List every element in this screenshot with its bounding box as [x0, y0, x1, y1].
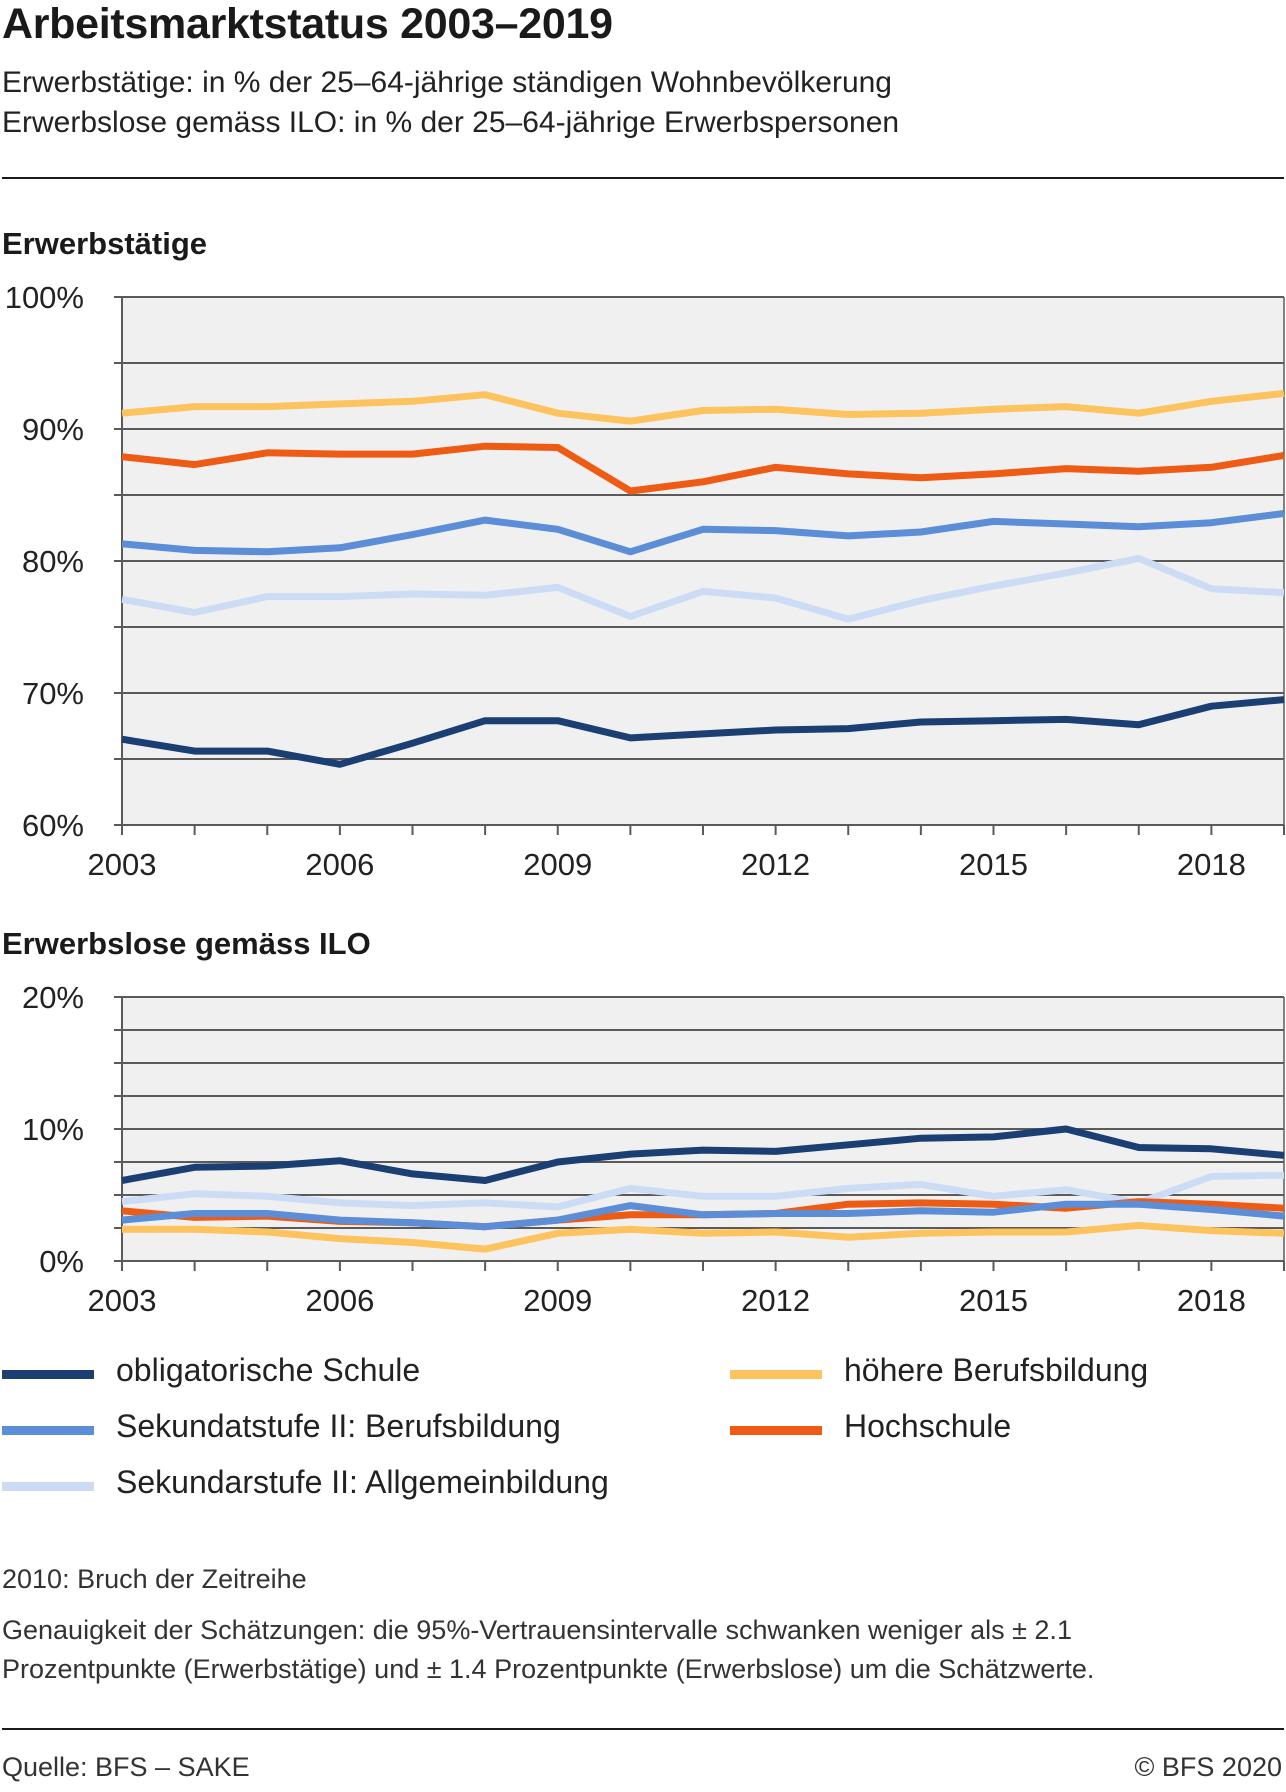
series-line-sekundatstufe-ii-berufsbildung [121, 1200, 1285, 1231]
legend-label: obligatorische Schule [116, 1352, 421, 1388]
x-tick-label: 2012 [741, 1283, 810, 1318]
copyright-text: © BFS 2020 [1134, 1752, 1282, 1782]
legend-label: höhere Berufsbildung [844, 1352, 1149, 1388]
y-tick-label: 60% [22, 808, 84, 843]
series-line-sekundatstufe-ii-berufsbildung [121, 510, 1285, 556]
y-tick-label: 80% [22, 544, 84, 579]
legend-swatch [730, 1426, 822, 1435]
subtitle-unemployment: Erwerbslose gemäss ILO: in % der 25–64-j… [2, 106, 900, 139]
legend-swatch [2, 1370, 94, 1379]
legend-swatch [730, 1370, 822, 1379]
employment-line-chart: 100% 90% 80% 70% 60%2003 2006 2009 2012 2015 2018 [5, 280, 1285, 882]
series-line-hoehere-berufsbildung [121, 389, 1285, 425]
x-tick-label: 2009 [523, 847, 592, 882]
subtitle-employment: Erwerbstätige: in % der 25–64-jährige st… [2, 66, 892, 99]
series-line-obligatorische-schule [121, 1125, 1285, 1184]
x-tick-label: 2015 [959, 847, 1028, 882]
x-tick-label: 2003 [88, 1283, 157, 1318]
x-tick-label: 2015 [959, 1283, 1028, 1318]
note-accuracy-line2: Prozentpunkte (Erwerbstätige) und ± 1.4 … [2, 1654, 1095, 1684]
y-tick-label: 70% [22, 676, 84, 711]
series-line-sekundarstufe-ii-allgemeinbildung [121, 554, 1285, 623]
chart-employment-title: Erwerbstätige [2, 226, 208, 261]
series-line-sekundarstufe-ii-allgemeinbildung [121, 1171, 1285, 1211]
y-tick-label: 100% [5, 280, 84, 315]
x-tick-label: 2006 [305, 1283, 374, 1318]
legend-label: Hochschule [844, 1408, 1012, 1444]
y-tick-label: 20% [22, 980, 84, 1015]
series-line-obligatorische-schule [121, 696, 1285, 768]
legend-label: Sekundarstufe II: Allgemeinbildung [116, 1464, 609, 1500]
series-line-hochschule [121, 442, 1285, 495]
page-title: Arbeitsmarktstatus 2003–2019 [2, 0, 613, 48]
legend-swatch [2, 1426, 94, 1435]
chart-unemployment-title: Erwerbslose gemäss ILO [2, 926, 371, 961]
header-divider [2, 177, 1284, 179]
legend-label: Sekundatstufe II: Berufsbildung [116, 1408, 561, 1444]
y-tick-label: 0% [39, 1244, 84, 1279]
x-tick-label: 2018 [1177, 847, 1246, 882]
legend: obligatorische Schule Sekundatstufe II: … [0, 1350, 1286, 1520]
x-tick-label: 2012 [741, 847, 810, 882]
x-tick-label: 2003 [88, 847, 157, 882]
note-accuracy-line1: Genauigkeit der Schätzungen: die 95%-Ver… [2, 1615, 1072, 1645]
note-time-series-break: 2010: Bruch der Zeitreihe [2, 1564, 307, 1594]
x-tick-label: 2009 [523, 1283, 592, 1318]
series-line-hoehere-berufsbildung [122, 1221, 1285, 1253]
y-tick-label: 10% [22, 1112, 84, 1147]
footer-divider [2, 1728, 1284, 1730]
source-text: Quelle: BFS – SAKE [2, 1752, 250, 1782]
legend-swatch [2, 1482, 94, 1491]
x-tick-label: 2018 [1177, 1283, 1246, 1318]
x-tick-label: 2006 [305, 847, 374, 882]
unemployment-line-chart: 20% 10% 0%2003 2006 2009 2012 2015 2018 [22, 980, 1285, 1318]
y-tick-label: 90% [22, 412, 84, 447]
